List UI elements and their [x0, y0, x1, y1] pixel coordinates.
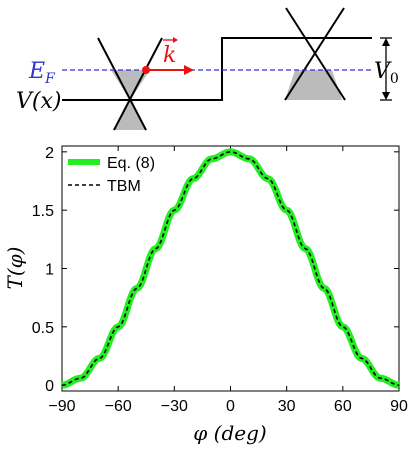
y-tick-label: 2 — [45, 145, 54, 162]
v0-arrow-bottom — [382, 92, 390, 100]
right-cone-line-2 — [284, 7, 345, 101]
wavevector-label: k — [163, 43, 176, 68]
x-tick-label: −60 — [105, 398, 132, 415]
series-line-tbm — [61, 151, 400, 386]
y-tick-label: 1.5 — [32, 203, 54, 220]
v0-arrow-top — [382, 38, 390, 46]
potential-label: V(x) — [16, 89, 61, 114]
left-cone-line-1 — [97, 37, 147, 131]
x-tick-label: 0 — [226, 398, 235, 415]
legend: Eq. (8) TBM — [68, 155, 155, 195]
x-tick-label: −30 — [161, 398, 188, 415]
plot-area: −90 −60 −30 0 30 60 90 0 0.5 1 1.5 2 φ (deg) T(φ) E… — [3, 145, 408, 445]
axis-ticks: −90 −60 −30 0 30 60 90 0 0.5 1 1.5 2 — [32, 145, 408, 415]
y-tick-label: 0.5 — [32, 320, 54, 337]
wavevector-arrowhead — [184, 65, 194, 75]
left-cone-line-2 — [113, 37, 163, 131]
x-tick-label: 60 — [334, 398, 352, 415]
left-lower-cone-fill — [113, 100, 147, 130]
wavevector-vector-bar-head — [173, 37, 178, 43]
x-tick-label: 90 — [390, 398, 408, 415]
legend-label-eq8: Eq. (8) — [107, 155, 155, 172]
x-tick-label: 30 — [278, 398, 296, 415]
y-axis-label: T(φ) — [3, 247, 27, 290]
curves — [60, 148, 401, 389]
y-tick-label: 0 — [45, 378, 54, 395]
schematic: k EF V(x) V0 — [16, 7, 399, 131]
left-filled-region — [111, 70, 150, 100]
x-axis-label: φ (deg) — [193, 421, 266, 445]
potential-step — [62, 37, 372, 101]
fermi-label: EF — [28, 59, 56, 87]
v0-label: V0 — [374, 59, 399, 87]
x-tick-label: −90 — [48, 398, 75, 415]
legend-label-tbm: TBM — [107, 178, 141, 195]
y-tick-label: 1 — [45, 262, 54, 279]
